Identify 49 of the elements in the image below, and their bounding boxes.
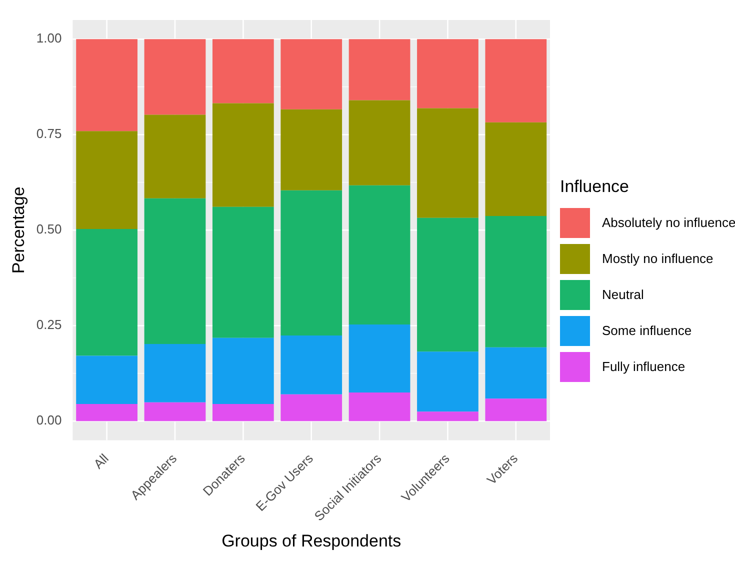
y-tick-label: 0.50 (36, 222, 62, 237)
bar (417, 218, 478, 352)
bar (417, 39, 478, 108)
x-tick-label: All (90, 450, 112, 472)
bar (76, 356, 138, 404)
bar (280, 109, 342, 190)
bar (485, 347, 547, 399)
bar (485, 122, 547, 216)
bar (212, 338, 274, 404)
y-tick-label: 1.00 (36, 30, 62, 46)
bar (144, 39, 206, 115)
bar (485, 398, 547, 422)
legend-label: Neutral (602, 287, 644, 302)
legend-title: Influence (560, 176, 630, 196)
legend-label: Mostly no influence (602, 251, 714, 266)
bar (348, 39, 410, 100)
bar (76, 228, 138, 356)
y-axis-title: Percentage (8, 186, 28, 274)
bar (348, 100, 410, 186)
bar (212, 39, 274, 104)
bar (485, 216, 547, 348)
bar (76, 131, 138, 229)
bar (417, 412, 478, 422)
bar (144, 402, 206, 422)
y-tick-label: 0.75 (36, 126, 62, 142)
bar (280, 394, 342, 422)
bar (280, 190, 342, 336)
legend-label: Absolutely no influence (602, 215, 735, 230)
bar (348, 324, 410, 392)
legend-label: Fully influence (602, 359, 686, 374)
bar (417, 108, 478, 218)
bar (280, 336, 342, 394)
bar (348, 185, 410, 324)
bar (144, 344, 206, 402)
bar (212, 206, 274, 338)
bar (144, 114, 206, 198)
bar (348, 392, 410, 422)
x-axis-title: Groups of Respondents (222, 531, 402, 550)
bar (417, 352, 478, 412)
bar (212, 103, 274, 207)
bar (144, 198, 206, 344)
bar (485, 39, 547, 122)
y-tick-label: 0.25 (36, 317, 62, 332)
bar (76, 404, 138, 422)
legend-label: Some influence (602, 323, 692, 338)
bar (212, 404, 274, 422)
bar (76, 39, 138, 132)
y-tick-label: 0.00 (36, 412, 62, 428)
bar (280, 39, 342, 110)
